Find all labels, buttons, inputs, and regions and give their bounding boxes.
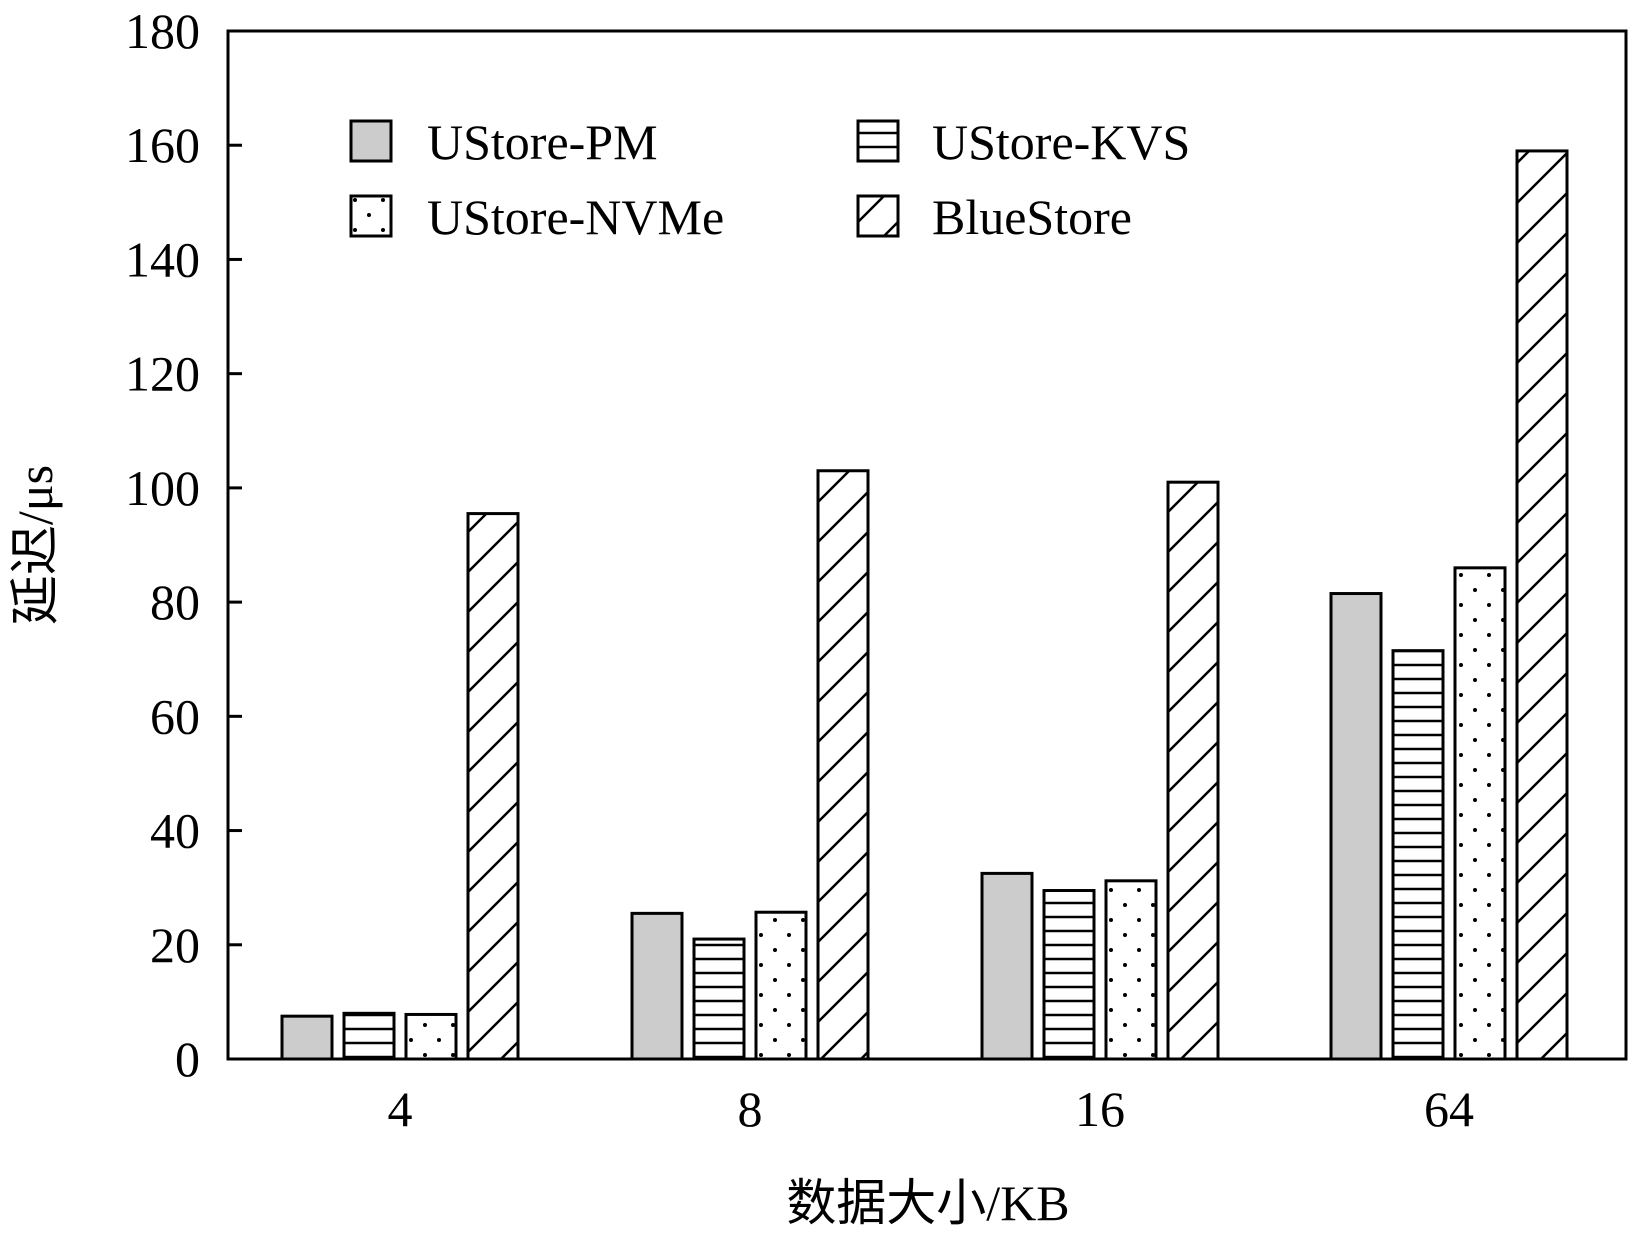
legend-label: UStore-NVMe bbox=[427, 189, 724, 245]
bars-layer bbox=[280, 149, 1569, 1061]
y-tick-label: 160 bbox=[125, 117, 200, 173]
legend-label: UStore-PM bbox=[427, 114, 658, 170]
bar-ustore-nvme-16 bbox=[1104, 879, 1158, 1061]
legend-label: BlueStore bbox=[932, 189, 1132, 245]
legend-swatch bbox=[349, 194, 393, 238]
bar-ustore-pm-8 bbox=[630, 911, 684, 1061]
bar-ustore-pm-4 bbox=[280, 1014, 334, 1061]
legend-label: UStore-KVS bbox=[932, 114, 1190, 170]
legend-item: UStore-NVMe bbox=[349, 189, 724, 245]
y-tick-label: 0 bbox=[175, 1031, 200, 1087]
y-tick-label: 140 bbox=[125, 231, 200, 287]
bar-ustore-nvme-8 bbox=[754, 910, 808, 1061]
x-axis-label: 数据大小/KB bbox=[786, 1175, 1069, 1231]
x-tick-label: 64 bbox=[1424, 1081, 1474, 1137]
bar-ustore-kvs-4 bbox=[342, 1011, 396, 1061]
bar-bluestore-4 bbox=[466, 512, 520, 1061]
bar-ustore-nvme-4 bbox=[404, 1012, 458, 1061]
x-axis-ticks: 4 8 16 64 bbox=[388, 1081, 1475, 1137]
y-tick-label: 180 bbox=[125, 3, 200, 59]
x-tick-label: 8 bbox=[738, 1081, 763, 1137]
legend-swatch bbox=[856, 119, 900, 163]
bar-ustore-kvs-64 bbox=[1391, 649, 1445, 1061]
bar-ustore-kvs-16 bbox=[1042, 889, 1096, 1061]
bar-bluestore-64 bbox=[1515, 149, 1569, 1061]
y-tick-label: 80 bbox=[150, 574, 200, 630]
legend-item: UStore-KVS bbox=[856, 114, 1190, 170]
legend-swatch bbox=[856, 194, 900, 238]
x-tick-label: 4 bbox=[388, 1081, 413, 1137]
bar-bluestore-8 bbox=[816, 469, 870, 1061]
y-tick-label: 60 bbox=[150, 688, 200, 744]
y-axis-ticks: 0 20 40 60 80 100 120 140 160 180 bbox=[125, 3, 242, 1087]
legend-item: BlueStore bbox=[856, 189, 1132, 245]
bar-bluestore-16 bbox=[1166, 480, 1220, 1061]
y-tick-label: 40 bbox=[150, 803, 200, 859]
y-tick-label: 20 bbox=[150, 917, 200, 973]
y-axis-label: 延迟/μs bbox=[7, 465, 63, 625]
legend-item: UStore-PM bbox=[349, 114, 658, 170]
bar-ustore-pm-16 bbox=[980, 871, 1034, 1061]
y-tick-label: 100 bbox=[125, 460, 200, 516]
plot-frame bbox=[226, 29, 1628, 1061]
bar-ustore-nvme-64 bbox=[1453, 566, 1507, 1061]
legend: UStore-PM UStore-KVS UStore-NVMe BlueStore bbox=[349, 114, 1190, 245]
bar-ustore-kvs-8 bbox=[692, 937, 746, 1061]
x-tick-label: 16 bbox=[1075, 1081, 1125, 1137]
y-tick-label: 120 bbox=[125, 346, 200, 402]
legend-swatch bbox=[349, 119, 393, 163]
bar-ustore-pm-64 bbox=[1329, 592, 1383, 1061]
